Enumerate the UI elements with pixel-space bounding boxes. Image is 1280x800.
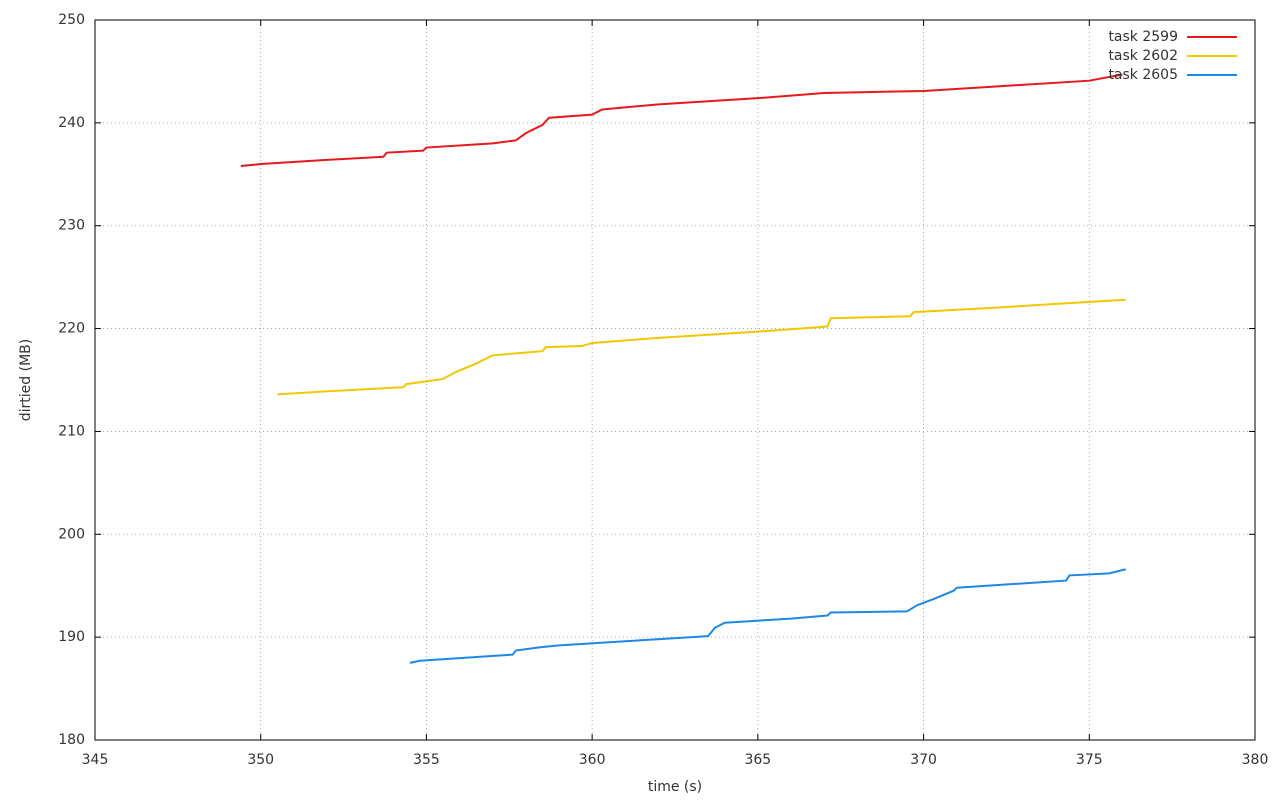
y-tick-label: 190 [58,629,85,645]
x-tick-label: 370 [910,752,937,768]
plot-frame [94,19,1256,741]
data-line [277,298,1126,396]
x-axis-label: time (s) [648,779,702,795]
legend-label: task 2602 [1108,48,1178,64]
legend-label: task 2599 [1108,29,1178,45]
y-tick-label: 180 [58,732,85,748]
x-tick-label: 355 [413,752,440,768]
x-tick-label: 365 [744,752,771,768]
y-tick-label: 220 [58,321,85,337]
x-tick-label: 360 [579,752,606,768]
y-tick-label: 230 [58,218,85,234]
data-line [409,568,1126,664]
y-tick-label: 240 [58,115,85,131]
y-tick-label: 200 [58,526,85,542]
legend-label: task 2605 [1108,67,1178,83]
x-tick-label: 350 [247,752,274,768]
y-tick-label: 210 [58,423,85,439]
x-tick-label: 345 [82,752,109,768]
data-line [240,73,1123,168]
y-axis-label: dirtied (MB) [18,339,34,421]
x-tick-label: 380 [1242,752,1269,768]
y-tick-label: 250 [58,12,85,28]
x-tick-label: 375 [1076,752,1103,768]
